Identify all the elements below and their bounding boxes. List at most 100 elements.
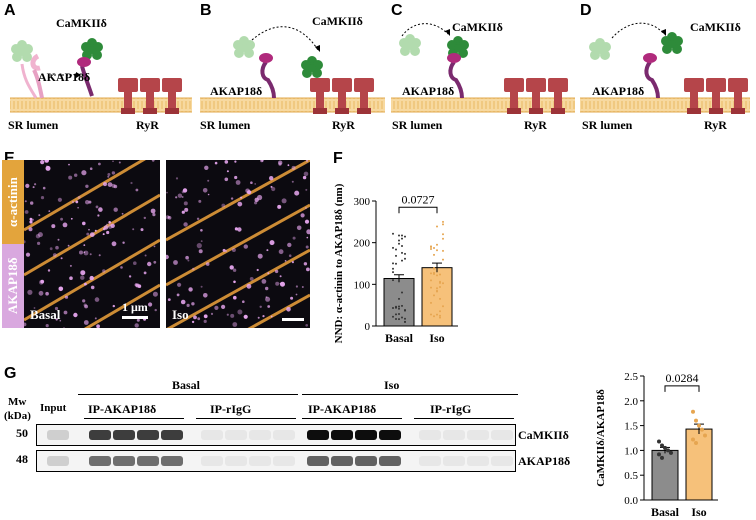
akap-puncta	[107, 224, 113, 229]
panel-label-a: A	[4, 2, 16, 19]
ryr-label-d: RyR	[704, 118, 727, 132]
akap-puncta	[63, 327, 65, 328]
akap-puncta	[186, 303, 190, 307]
akap-label-c: AKAP18δ	[402, 84, 455, 98]
akap-puncta	[55, 245, 59, 250]
akap-puncta	[60, 217, 63, 221]
akap-puncta	[305, 207, 307, 209]
akap-puncta	[88, 228, 90, 231]
akap-blot-strip	[36, 450, 516, 472]
data-point	[669, 450, 673, 455]
akap-puncta	[89, 253, 92, 256]
data-point	[433, 247, 435, 250]
akap-puncta	[89, 167, 93, 170]
akap-puncta	[111, 183, 116, 188]
data-point	[433, 267, 435, 270]
data-point	[401, 304, 403, 307]
akap-puncta	[97, 214, 100, 217]
data-point	[401, 234, 403, 237]
akap-puncta	[188, 287, 193, 292]
blot-band	[161, 430, 183, 440]
ip-akap-iso-label: IP-AKAP18δ	[308, 402, 377, 416]
iso-bracket	[302, 394, 518, 395]
akap-puncta	[270, 315, 273, 318]
akap-puncta	[182, 188, 188, 193]
bracket-2	[196, 418, 296, 419]
akap-puncta	[24, 240, 26, 244]
akap-puncta	[180, 299, 186, 305]
akap-puncta	[81, 170, 87, 176]
data-point	[691, 409, 695, 414]
akap-puncta	[103, 225, 109, 230]
akap-puncta	[232, 322, 238, 327]
akap-puncta	[89, 232, 95, 237]
blot-band	[443, 430, 465, 440]
y-tick-label: 0.5	[624, 470, 638, 482]
akap-puncta	[151, 160, 155, 162]
akap-puncta	[29, 217, 33, 221]
blot-band	[307, 430, 329, 440]
akap-puncta	[57, 197, 63, 202]
data-point	[436, 243, 438, 246]
akap-puncta	[175, 177, 179, 180]
data-point	[392, 232, 394, 235]
akap-label-b: AKAP18δ	[210, 84, 263, 98]
blot-band	[419, 430, 441, 440]
akap-puncta	[108, 221, 111, 224]
x-tick-label: Iso	[691, 505, 706, 519]
y-tick-label: 0	[365, 321, 371, 333]
actinin-band	[247, 293, 310, 328]
akap-puncta	[184, 207, 189, 212]
akap-puncta	[34, 183, 37, 186]
akap-puncta	[37, 232, 43, 238]
lumen-label-c: SR lumen	[392, 118, 443, 132]
blot-band	[249, 456, 271, 466]
akap-puncta	[83, 251, 86, 254]
bracket-1	[84, 418, 184, 419]
akap-puncta	[84, 304, 88, 309]
akap-puncta	[243, 244, 248, 249]
scale-bar	[122, 316, 148, 319]
akap-puncta	[257, 316, 260, 319]
data-point	[392, 267, 394, 270]
data-point	[395, 306, 397, 309]
y-axis-title: CaMKIIδ/AKAP18δ	[595, 389, 607, 487]
akap-label-a: AKAP18δ	[38, 70, 91, 84]
akap-puncta	[185, 255, 189, 260]
akap-puncta	[28, 227, 33, 232]
akap-puncta	[224, 177, 229, 182]
data-point	[398, 313, 400, 316]
data-point	[439, 314, 441, 317]
blot-band	[467, 430, 489, 440]
akap-puncta	[143, 271, 147, 275]
data-point	[398, 297, 400, 300]
akap-puncta	[45, 324, 49, 328]
akap-puncta	[234, 160, 237, 163]
data-point	[439, 273, 441, 276]
akap-puncta	[58, 286, 64, 292]
akap-puncta	[83, 303, 87, 307]
akap-puncta	[153, 260, 157, 264]
akap-puncta	[235, 180, 241, 185]
akap-puncta	[55, 318, 58, 321]
akap-puncta	[200, 240, 203, 242]
akap-puncta	[262, 315, 265, 318]
p-value-label: 0.0727	[402, 192, 435, 206]
lumen-label-d: SR lumen	[582, 118, 633, 132]
akap-puncta	[83, 244, 86, 246]
akap-puncta	[295, 285, 298, 288]
data-point	[442, 282, 444, 285]
akap-puncta	[295, 293, 298, 296]
akap-puncta	[102, 233, 105, 236]
data-point	[398, 234, 400, 237]
blot-band	[137, 456, 159, 466]
data-point	[439, 281, 441, 284]
blot-band	[491, 430, 513, 440]
akap-puncta	[25, 183, 30, 188]
akap-puncta	[202, 188, 208, 193]
akap-puncta	[69, 276, 73, 280]
akap-puncta	[59, 319, 62, 322]
akap-puncta	[304, 219, 310, 224]
data-point	[694, 440, 698, 445]
actinin-band	[166, 203, 310, 287]
